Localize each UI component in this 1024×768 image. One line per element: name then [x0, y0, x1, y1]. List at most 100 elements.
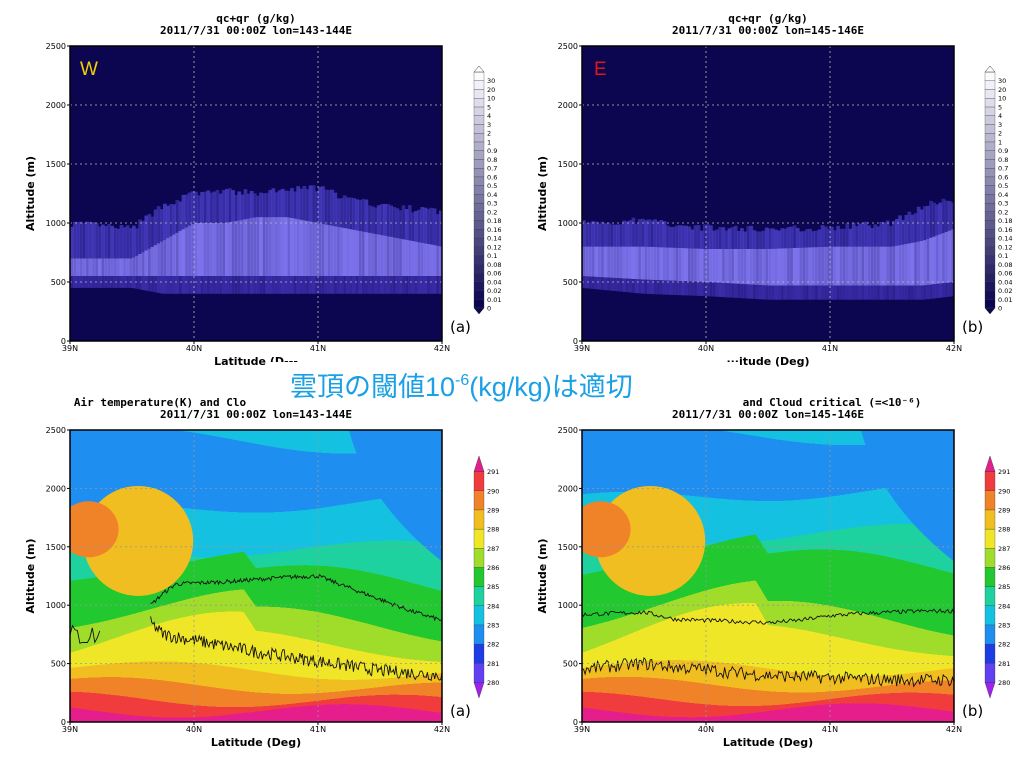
- axis-ticks: 39N 40N 41N 42N 0 500 1000 1500 2000 2500: [46, 426, 450, 734]
- cloud-column-upper: [743, 231, 747, 249]
- cloud-column-upper: [702, 224, 707, 249]
- cloud-column-lower: [836, 285, 840, 300]
- cloud-column-core: [588, 246, 592, 277]
- cloud-column-upper: [864, 221, 868, 247]
- cloud-column-upper: [203, 191, 207, 223]
- cloud-column-lower: [349, 276, 353, 294]
- colorbar-swatch: [984, 237, 996, 247]
- cloud-column-upper: [370, 206, 375, 234]
- line-cloud_top: [150, 573, 442, 622]
- cloud-column-upper: [389, 205, 393, 237]
- cloud-column-core: [76, 258, 80, 277]
- cloud-column-lower: [783, 285, 788, 300]
- cloud-column-upper: [671, 226, 676, 248]
- cloud-column-core: [429, 244, 434, 277]
- cloud-column-core: [786, 248, 791, 286]
- x-tick-label: 41N: [822, 344, 838, 353]
- y-tick-label: 0: [573, 718, 578, 727]
- colorbar-swatch: [984, 124, 996, 134]
- cloud-column-lower: [876, 285, 881, 300]
- cloud-column-core: [327, 225, 331, 277]
- colorbar-tick-label: 2: [998, 130, 1002, 138]
- x-tick-label: 42N: [946, 344, 962, 353]
- colorbar-tick-label: 0.5: [487, 182, 497, 190]
- cloud-column-core: [82, 258, 87, 277]
- cloud-column-lower: [830, 285, 834, 300]
- cloud-column-core: [625, 246, 630, 279]
- cloud-column-lower: [730, 283, 735, 298]
- cloud-column-lower: [246, 276, 251, 294]
- cloud-column-lower: [324, 276, 328, 294]
- temperature-field: [70, 430, 442, 722]
- cloud-column-upper: [950, 202, 954, 230]
- cloud-column-lower: [367, 276, 372, 294]
- cloud-column-lower: [916, 285, 921, 300]
- cloud-column-core: [833, 246, 837, 286]
- colorbar-arrow-bottom: [473, 307, 485, 315]
- cloud-column-core: [221, 223, 226, 277]
- cloud-column-upper: [662, 221, 667, 248]
- cloud-column-core: [805, 247, 809, 286]
- cloud-column-upper: [262, 193, 266, 218]
- cloud-column-lower: [631, 279, 636, 293]
- cloud-column-core: [150, 246, 155, 277]
- cloud-column-upper: [172, 204, 176, 235]
- cloud-column-lower: [932, 284, 936, 299]
- cloud-column-lower: [370, 276, 375, 294]
- colorbar-swatch: [473, 281, 485, 291]
- colorbar-swatch: [984, 246, 996, 256]
- cloud-column-upper: [122, 227, 127, 259]
- cloud-column-lower: [401, 276, 406, 294]
- cloud-column-upper: [653, 219, 657, 248]
- cloud-column-upper: [141, 220, 145, 253]
- cloud-column-upper: [944, 200, 949, 232]
- cloud-column-lower: [585, 276, 589, 289]
- cloud-column-lower: [336, 276, 341, 294]
- cloud-column-core: [212, 223, 217, 277]
- colorbar-tick-label: 286: [998, 564, 1010, 572]
- cloud-column-core: [898, 245, 902, 286]
- y-tick-label: 0: [61, 718, 66, 727]
- cloud-column-upper: [246, 193, 251, 219]
- colorbar-swatch: [984, 202, 996, 213]
- colorbar-swatch: [984, 663, 996, 683]
- cloud-column-core: [851, 246, 856, 286]
- cloud-column-lower: [699, 281, 704, 296]
- cloud-column-lower: [594, 276, 599, 290]
- gridlines: [70, 430, 442, 722]
- cloud-column-lower: [135, 276, 139, 289]
- cloud-column-upper: [696, 224, 701, 249]
- cloud-column-core: [135, 255, 139, 277]
- cloud-column-upper: [395, 208, 400, 239]
- cloud-column-lower: [358, 276, 362, 294]
- x-tick-label: 41N: [822, 725, 838, 734]
- cloud-column-lower: [159, 276, 164, 294]
- cloud-column-upper: [135, 228, 139, 256]
- cloud-column-upper: [411, 212, 415, 241]
- cloud-column-upper: [789, 226, 794, 249]
- cloud-column-lower: [181, 276, 186, 294]
- cloud-column-lower: [879, 285, 884, 300]
- colorbar: 280 281 282 283 284 285 286 287 288 289 290 291: [473, 455, 499, 699]
- cloud-column-core: [820, 246, 825, 286]
- cloud-column-lower: [656, 280, 661, 295]
- cloud-column-lower: [733, 283, 738, 298]
- cloud-column-core: [923, 240, 927, 286]
- cloud-column-lower: [85, 276, 90, 288]
- colorbar-swatch: [984, 255, 996, 265]
- y-axis-label: Altitude (m): [536, 538, 549, 613]
- cloud-column-lower: [147, 276, 152, 292]
- colorbar-tick-label: 4: [998, 112, 1002, 120]
- cloud-column-core: [144, 250, 149, 277]
- cloud-column-lower: [259, 276, 263, 294]
- cloud-column-lower: [256, 276, 260, 294]
- colorbar-tick-label: 282: [487, 641, 499, 649]
- colorbar-swatch: [984, 264, 996, 274]
- cloud-column-lower: [650, 279, 654, 295]
- cloud-column-core: [367, 232, 372, 277]
- cloud-column-upper: [764, 227, 769, 249]
- colorbar-tick-label: 0.02: [487, 287, 501, 295]
- colorbar-tick-label: 5: [487, 103, 491, 111]
- cloud-column-upper: [305, 189, 310, 221]
- panel-label: (a): [450, 318, 471, 336]
